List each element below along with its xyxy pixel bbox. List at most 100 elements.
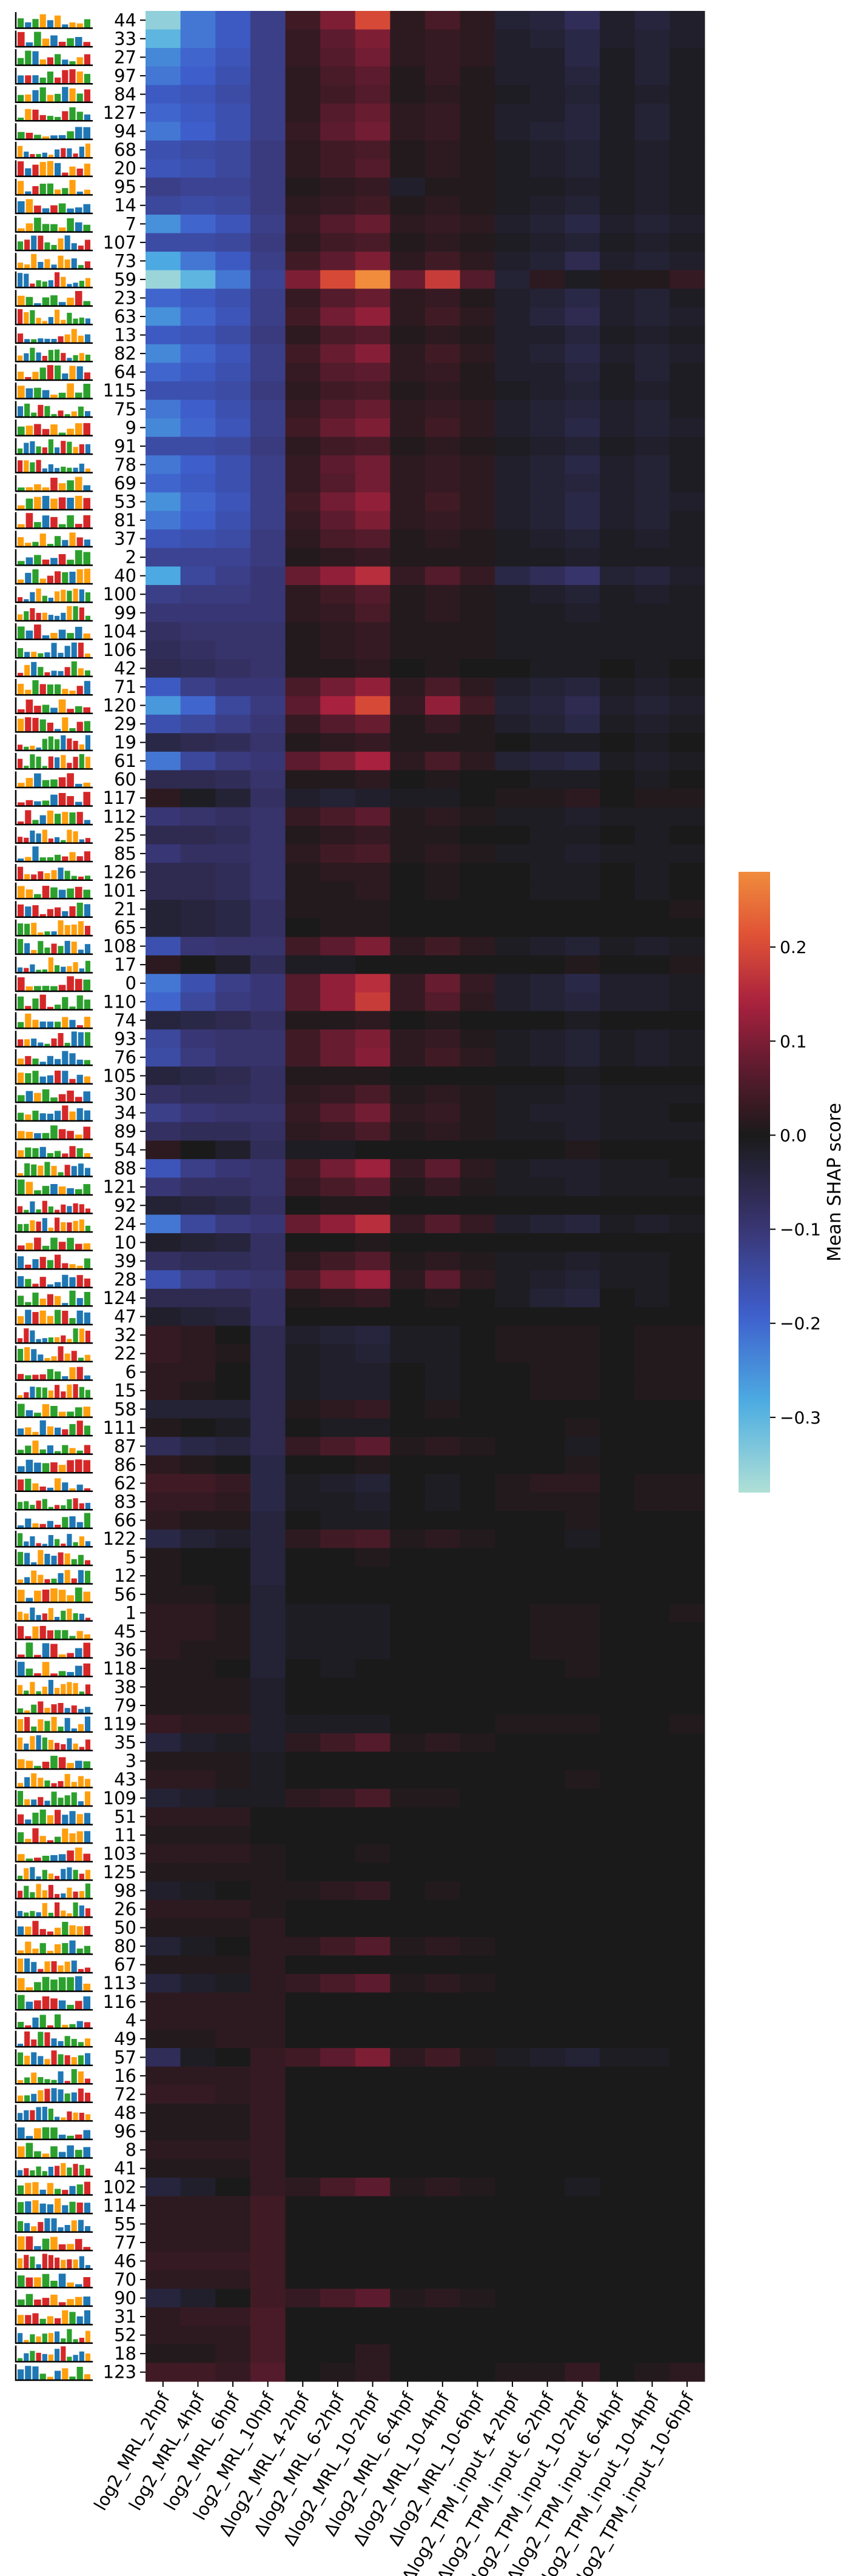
heatmap-cell <box>425 2363 461 2382</box>
row-label: 109 <box>103 1788 136 1808</box>
heatmap-cell <box>250 233 286 252</box>
heatmap-cell <box>634 103 670 122</box>
heatmap-cell <box>425 1696 461 1715</box>
heatmap-cell <box>285 1325 321 1345</box>
heatmap-cell <box>320 492 356 512</box>
heatmap-cell <box>180 1881 216 1901</box>
motif-logo-axis <box>15 12 93 29</box>
motif-logo-glyph <box>73 757 78 769</box>
heatmap-cell <box>320 2103 356 2123</box>
motif-logo <box>15 420 93 437</box>
heatmap-cell <box>425 2066 461 2086</box>
motif-logo-glyph <box>64 235 70 250</box>
motif-logo-glyph <box>79 1219 84 1232</box>
motif-logo-glyph <box>76 2367 83 2380</box>
heatmap-cell <box>634 640 670 660</box>
motif-logo-glyph <box>42 595 47 602</box>
motif-logo <box>15 1012 93 1029</box>
row-label: 45 <box>114 1621 136 1642</box>
motif-logo-glyph <box>76 856 83 861</box>
row-label: 106 <box>103 640 136 660</box>
heatmap-cell <box>320 1678 356 1697</box>
heatmap-cell <box>634 344 670 363</box>
heatmap-cell <box>634 326 670 345</box>
motif-logo-glyph <box>25 1479 32 1491</box>
heatmap-cell <box>180 2122 216 2141</box>
heatmap-cell <box>669 2066 705 2086</box>
heatmap-cell <box>600 2363 635 2382</box>
motif-logo-glyph <box>25 2136 33 2139</box>
motif-logo <box>15 327 93 344</box>
heatmap-cell <box>495 1751 531 1771</box>
motif-logo-axis <box>15 864 93 881</box>
motif-logo-glyph <box>18 2080 24 2084</box>
motif-logo-glyph <box>36 612 41 620</box>
heatmap-cell <box>460 2085 495 2104</box>
heatmap-cell <box>285 1437 321 1456</box>
motif-logo-glyph <box>42 2354 47 2361</box>
motif-logo-glyph <box>83 633 90 639</box>
motif-logo-glyph <box>84 1967 90 1972</box>
heatmap-cell <box>215 2066 251 2086</box>
motif-logo-glyph <box>85 1331 90 1343</box>
heatmap-cell <box>460 1955 495 1975</box>
heatmap-cell <box>669 584 705 604</box>
motif-logo-glyph <box>25 22 32 28</box>
motif-logo-axis <box>15 1253 93 1270</box>
heatmap-cell <box>146 1474 181 1493</box>
motif-logo-glyph <box>18 1022 24 1028</box>
heatmap-cell <box>320 1770 356 1790</box>
heatmap-cell <box>460 492 495 512</box>
heatmap-cell <box>529 584 566 604</box>
heatmap-cell <box>285 289 321 308</box>
motif-logo-glyph <box>62 1828 69 1843</box>
motif-logo-glyph <box>25 487 33 491</box>
motif-logo-glyph <box>25 1279 32 1287</box>
heatmap-cell <box>600 215 635 234</box>
motif-logo-glyph <box>61 353 66 361</box>
motif-logo-glyph <box>32 541 39 546</box>
heatmap-cell <box>495 974 531 993</box>
heatmap-cell <box>320 1437 356 1456</box>
heatmap-cell <box>669 270 705 289</box>
motif-logo-glyph <box>38 667 44 676</box>
heatmap-cell <box>529 1196 566 1216</box>
heatmap-cell <box>180 1085 216 1104</box>
colorbar-gradient <box>739 872 770 1493</box>
motif-logo-glyph <box>84 1354 90 1361</box>
motif-logo-glyph <box>47 1006 53 1009</box>
motif-logo-glyph <box>55 1022 61 1028</box>
heatmap-cell <box>425 1418 461 1437</box>
heatmap-cell <box>565 1177 600 1197</box>
heatmap-cell <box>600 1585 635 1604</box>
motif-logo-glyph <box>55 15 61 28</box>
motif-logo-glyph <box>67 467 72 472</box>
row-label: 9 <box>126 417 136 438</box>
heatmap-cell <box>600 733 635 752</box>
motif-logo-glyph <box>48 316 53 324</box>
heatmap-cell <box>460 2307 495 2326</box>
heatmap-cell <box>180 2270 216 2289</box>
motif-logo-glyph <box>67 560 74 565</box>
motif-logo <box>15 1419 93 1437</box>
heatmap-cell <box>146 1918 181 1938</box>
heatmap-cell <box>215 1992 251 2012</box>
heatmap-cell <box>180 1066 216 1086</box>
heatmap-cell <box>215 1418 251 1437</box>
row-label: 76 <box>114 1047 136 1068</box>
heatmap-cell <box>285 159 321 178</box>
row-label: 16 <box>114 2066 136 2086</box>
heatmap-cell <box>355 1715 390 1734</box>
heatmap-cell <box>320 363 356 382</box>
motif-logo-glyph <box>34 387 41 398</box>
motif-logo <box>15 2364 93 2381</box>
motif-logo-glyph <box>58 203 66 213</box>
heatmap-cell <box>215 1307 251 1326</box>
row-label: 46 <box>114 2250 136 2271</box>
heatmap-cell <box>180 826 216 845</box>
heatmap-cell <box>215 48 251 67</box>
heatmap-cell <box>600 307 635 326</box>
motif-logo-glyph <box>85 2330 90 2343</box>
heatmap-cell <box>529 974 566 993</box>
heatmap-cell <box>285 2140 321 2160</box>
